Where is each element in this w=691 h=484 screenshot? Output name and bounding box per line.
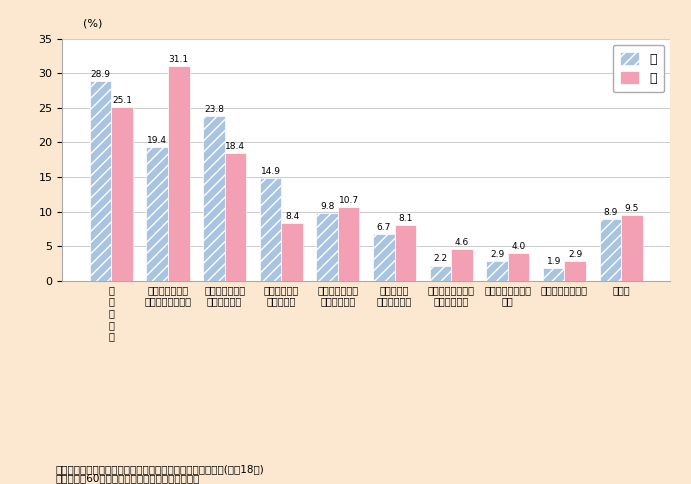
- Bar: [168, 66, 189, 281]
- Bar: [543, 268, 565, 281]
- Text: 2.9: 2.9: [490, 250, 504, 258]
- Bar: [565, 261, 586, 281]
- Text: 9.5: 9.5: [625, 204, 639, 213]
- Text: 19.4: 19.4: [147, 136, 167, 145]
- Text: 23.8: 23.8: [204, 105, 224, 114]
- Text: 8.1: 8.1: [398, 213, 413, 223]
- Text: 18.4: 18.4: [225, 142, 245, 151]
- Text: 4.0: 4.0: [511, 242, 526, 251]
- Text: 14.9: 14.9: [261, 166, 281, 176]
- Bar: [225, 153, 246, 281]
- Text: 1.9: 1.9: [547, 257, 561, 266]
- Text: 10.7: 10.7: [339, 196, 359, 205]
- Legend: 男, 女: 男, 女: [613, 45, 664, 92]
- Text: （注）全国60歳以上の男女を対象とした調査結果: （注）全国60歳以上の男女を対象とした調査結果: [55, 473, 200, 484]
- Text: 資料：内閣府「高齢者の生活と意識に関する国際比較調査」(平成18年): 資料：内閣府「高齢者の生活と意識に関する国際比較調査」(平成18年): [55, 464, 264, 474]
- Bar: [281, 223, 303, 281]
- Text: 2.2: 2.2: [433, 255, 448, 263]
- Text: 9.8: 9.8: [320, 202, 334, 211]
- Bar: [508, 253, 529, 281]
- Bar: [111, 107, 133, 281]
- Bar: [338, 207, 359, 281]
- Text: 8.9: 8.9: [603, 208, 618, 217]
- Bar: [600, 219, 621, 281]
- Text: 31.1: 31.1: [169, 55, 189, 63]
- Bar: [373, 234, 395, 281]
- Bar: [430, 266, 451, 281]
- Bar: [146, 147, 168, 281]
- Text: 2.9: 2.9: [568, 250, 583, 258]
- Bar: [260, 178, 281, 281]
- Bar: [486, 261, 508, 281]
- Bar: [451, 249, 473, 281]
- Bar: [203, 116, 225, 281]
- Bar: [621, 215, 643, 281]
- Text: 4.6: 4.6: [455, 238, 469, 247]
- Bar: [316, 213, 338, 281]
- Bar: [395, 225, 416, 281]
- Text: 25.1: 25.1: [112, 96, 132, 105]
- Text: 6.7: 6.7: [377, 223, 391, 232]
- Text: (%): (%): [83, 18, 102, 29]
- Text: 8.4: 8.4: [285, 212, 299, 221]
- Text: 28.9: 28.9: [91, 70, 111, 79]
- Bar: [90, 81, 111, 281]
